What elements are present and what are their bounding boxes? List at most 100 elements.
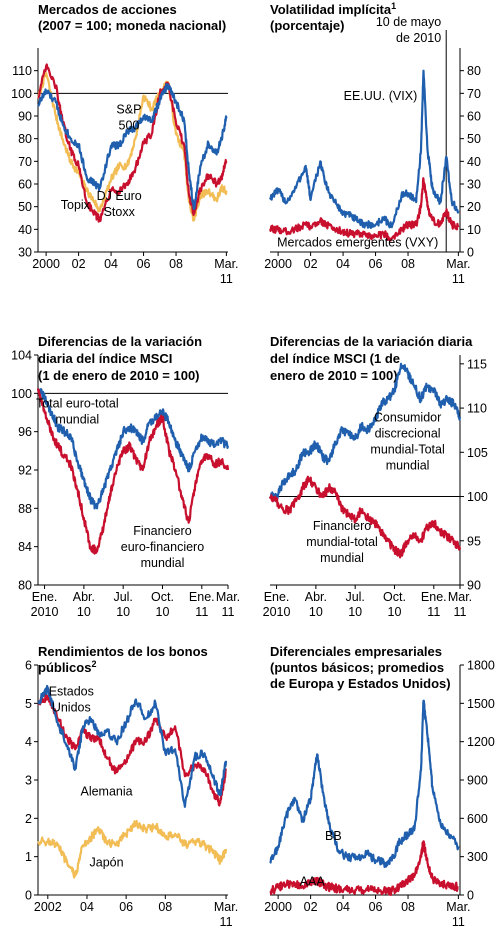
footnote-marker: 2: [91, 659, 96, 669]
bond-yields-chart: Rendimientos de los bonos públicos2 0 1 2 3…: [25, 644, 238, 928]
series-label-line3: mundial: [320, 551, 364, 565]
y-tick-label: 1800: [467, 659, 495, 673]
chart-subtitle: (porcentaje): [270, 18, 344, 33]
x-tick-label: 02: [72, 257, 86, 271]
x-tick-label-line2: 10: [116, 605, 130, 619]
series-label-line3: mundial-Total: [370, 442, 444, 456]
series-line-financiero-euro-financiero-mundial: [36, 388, 230, 555]
x-tick-label: Mar.: [216, 590, 240, 604]
x-tick-label: Abr.: [73, 590, 95, 604]
chart-title: Diferencias de la variación: [38, 334, 202, 349]
series-label-line2: mundial-total: [306, 535, 378, 549]
y-tick-label: 60: [467, 110, 481, 124]
series-line-estados-unidos: [37, 684, 228, 808]
x-tick-label: Mar.: [448, 590, 472, 604]
y-tick-label: 110: [467, 402, 487, 416]
y-tick-label: 4: [25, 735, 32, 749]
x-tick-label-line2: 11: [452, 272, 465, 286]
x-tick-label: Jul.: [345, 590, 364, 604]
series-label-line4: mundial: [386, 458, 430, 472]
y-tick-label: 60: [18, 178, 32, 192]
y-tick-label: 88: [18, 502, 32, 516]
chart-subtitle: (puntos básicos; promedios: [270, 660, 444, 675]
chart-title: Mercados de acciones: [38, 2, 177, 17]
x-tick-label-line2: 11: [220, 915, 233, 928]
y-tick-label: 100: [11, 87, 32, 101]
x-tick-label-line2: 11: [222, 605, 235, 619]
y-tick-label: 6: [25, 659, 32, 673]
series-label: AAA: [300, 874, 326, 888]
series-label-line2: euro-financiero: [121, 540, 204, 554]
y-tick-label: 115: [467, 357, 487, 371]
chart-subtitle: públicos2: [38, 659, 96, 675]
series-label: Total euro-total: [36, 397, 119, 411]
y-tick-label: 0: [467, 889, 474, 903]
series-line-bb: [269, 699, 460, 868]
y-tick-label: 5: [25, 697, 32, 711]
y-tick-label: 100: [467, 490, 488, 504]
series-label: Topix: [61, 198, 91, 212]
x-tick-label-line2: 11: [195, 605, 208, 619]
series-label: Financiero: [313, 519, 371, 533]
y-tick-label: 10: [467, 223, 481, 237]
x-tick-label: Mar.: [214, 257, 238, 271]
y-tick-label: 1500: [467, 697, 495, 711]
series-line-ee-uu-vix: [269, 69, 460, 229]
x-tick-label: Ene.: [264, 590, 290, 604]
series-label: EE.UU. (VIX): [344, 89, 418, 103]
x-tick-label: 06: [137, 257, 151, 271]
y-tick-label: 40: [467, 155, 481, 169]
x-tick-label: Ene.: [189, 590, 215, 604]
x-tick-label: 08: [401, 257, 415, 271]
x-tick-label: 2000: [264, 900, 292, 914]
y-tick-label: 80: [467, 64, 481, 78]
series-line-mercados-emergentes-vxy: [268, 177, 460, 242]
x-tick-label: Ene.: [32, 590, 58, 604]
chart-subtitle-line2: enero de 2010 = 100): [270, 368, 398, 383]
y-tick-label: 90: [18, 110, 32, 124]
series-line-aaa: [269, 840, 459, 896]
series-label: S&P: [116, 103, 141, 117]
y-tick-label: 95: [467, 534, 481, 548]
chart-subtitle-line2: de Europa y Estados Unidos): [270, 676, 451, 691]
x-tick-label: 04: [104, 257, 118, 271]
x-tick-label-line2: 10: [309, 605, 323, 619]
series-label-line2: Stoxx: [104, 205, 136, 219]
series-line-alemania: [37, 692, 228, 807]
y-tick-label: 92: [18, 464, 32, 478]
x-tick-label: 2002: [34, 900, 62, 914]
x-tick-label-line2: 11: [454, 605, 467, 619]
y-tick-label: 30: [18, 246, 32, 260]
x-tick-label: 02: [304, 900, 318, 914]
implied-volatility-chart: Volatilidad implícita1 (porcentaje) 0102…: [264, 1, 481, 286]
series-label: Estados: [49, 685, 94, 699]
y-tick-label: 110: [12, 64, 32, 78]
y-tick-label: 300: [467, 850, 488, 864]
series-label: BB: [325, 829, 342, 843]
event-marker-label: 10 de mayo: [376, 15, 441, 29]
x-tick-label: 2000: [32, 257, 60, 271]
y-tick-label: 20: [467, 200, 481, 214]
series-label-line3: mundial: [141, 556, 185, 570]
x-tick-label: 08: [158, 900, 172, 914]
y-tick-label: 84: [18, 540, 32, 554]
x-tick-label: Mar.: [214, 900, 238, 914]
chart-subtitle: diaria del índice MSCI: [38, 351, 172, 366]
series-line-total-euro-total-mundial: [36, 388, 230, 510]
chart-title: Rendimientos de los bonos: [38, 644, 208, 659]
x-tick-label: Jul.: [113, 590, 132, 604]
event-marker-label-line2: de 2010: [396, 31, 441, 45]
y-tick-label: 100: [11, 387, 32, 401]
series-line-topix: [37, 71, 228, 222]
series-label-line2: mundial: [55, 413, 99, 427]
series-label: Financiero: [133, 524, 191, 538]
series-line-jap-n: [37, 819, 228, 879]
chart-subtitle-line2: (1 de enero de 2010 = 100): [38, 368, 200, 383]
corporate-spreads-chart: Diferenciales empresariales (puntos bási…: [264, 644, 495, 928]
y-tick-label: 600: [467, 812, 488, 826]
x-tick-label: Ene.: [421, 590, 447, 604]
y-tick-label: 3: [25, 774, 32, 788]
x-tick-label: 2000: [264, 257, 292, 271]
series-label-line2: 500: [119, 119, 140, 133]
x-tick-label-line2: 11: [452, 915, 465, 928]
